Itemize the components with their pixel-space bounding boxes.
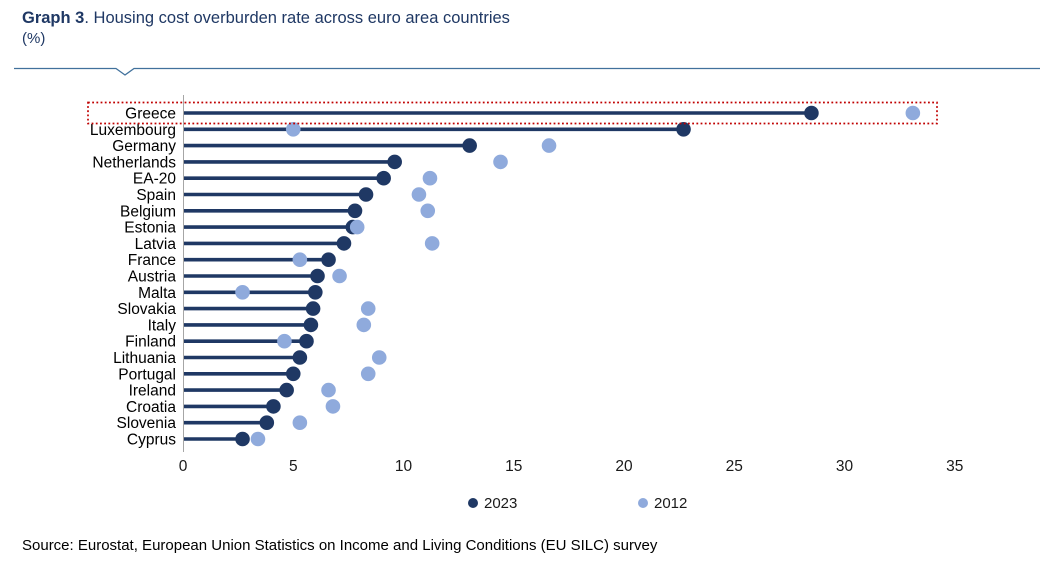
legend-item-2023: 2023 xyxy=(468,492,517,514)
x-tick-label: 20 xyxy=(615,458,633,475)
x-tick-label: 35 xyxy=(946,458,963,475)
chart-title: Graph 3. Housing cost overburden rate ac… xyxy=(22,8,510,29)
dot-2012-portugal xyxy=(360,366,376,382)
dot-2012-croatia xyxy=(325,399,341,414)
dot-2023-slovenia xyxy=(259,415,275,431)
country-label-latvia: Latvia xyxy=(135,236,177,253)
country-label-slovakia: Slovakia xyxy=(117,301,176,318)
dot-2023-netherlands xyxy=(387,154,402,170)
country-label-spain: Spain xyxy=(136,187,176,204)
dot-2012-belgium xyxy=(420,203,436,219)
x-tick-label: 25 xyxy=(726,458,743,475)
dot-2023-cyprus xyxy=(235,431,250,447)
country-label-greece: Greece xyxy=(125,106,176,123)
country-label-malta: Malta xyxy=(138,285,176,302)
country-label-ireland: Ireland xyxy=(129,383,176,400)
dot-2012-slovakia xyxy=(360,301,376,316)
legend-dot-2012-icon xyxy=(638,498,648,508)
source-note: Source: Eurostat, European Union Statist… xyxy=(22,537,658,554)
dot-2012-estonia xyxy=(349,219,365,235)
legend-label-2023: 2023 xyxy=(484,494,518,512)
dot-2023-luxembourg xyxy=(676,122,691,137)
dot-2023-ea-20 xyxy=(376,170,391,186)
dot-2023-finland xyxy=(299,333,314,349)
dot-2012-france xyxy=(292,252,308,267)
x-tick-label: 5 xyxy=(289,458,298,475)
dot-2012-malta xyxy=(235,285,250,300)
x-tick-label: 30 xyxy=(836,458,854,475)
dot-2023-italy xyxy=(303,317,319,333)
dot-2012-finland xyxy=(277,333,292,349)
chart-title-prefix: Graph 3 xyxy=(22,9,85,27)
dot-2023-ireland xyxy=(279,382,294,398)
country-label-finland: Finland xyxy=(125,334,176,351)
country-label-croatia: Croatia xyxy=(126,399,176,416)
dot-2012-netherlands xyxy=(493,154,508,170)
x-tick-label: 10 xyxy=(395,458,413,475)
dot-2023-slovakia xyxy=(305,301,321,316)
dot-2023-latvia xyxy=(336,236,352,251)
header-rule-line xyxy=(14,67,1040,76)
country-label-france: France xyxy=(128,252,176,269)
header-rule xyxy=(14,67,1040,76)
dot-2012-austria xyxy=(332,268,347,284)
highlight-box xyxy=(87,101,938,125)
dot-2012-spain xyxy=(411,187,427,202)
country-label-luxembourg: Luxembourg xyxy=(90,122,176,139)
country-label-netherlands: Netherlands xyxy=(92,154,176,171)
dot-2023-germany xyxy=(462,138,477,153)
chart-legend: 2023 2012 xyxy=(0,492,1062,514)
country-label-belgium: Belgium xyxy=(120,203,176,220)
dot-2023-greece xyxy=(804,105,819,121)
lollipop-chart: 0 5 10 15 20 25 30 35 GreeceLuxembourgGermanyNet… xyxy=(87,95,963,475)
legend-dot-2023-icon xyxy=(468,498,478,508)
dot-2012-cyprus xyxy=(250,431,266,447)
dot-2023-france xyxy=(321,252,336,267)
country-label-italy: Italy xyxy=(148,317,177,334)
dot-2012-germany xyxy=(541,138,557,153)
dot-2023-portugal xyxy=(285,366,301,382)
dot-2023-spain xyxy=(358,187,374,202)
dot-2012-slovenia xyxy=(292,415,308,431)
country-label-estonia: Estonia xyxy=(124,220,176,237)
country-label-ea-20: EA-20 xyxy=(133,171,176,188)
dot-2023-croatia xyxy=(266,399,281,414)
dot-2023-austria xyxy=(310,268,325,284)
legend-item-2012: 2012 xyxy=(638,492,687,514)
x-tick-label: 15 xyxy=(505,458,522,475)
dot-2012-ea-20 xyxy=(422,170,438,186)
dot-2023-malta xyxy=(308,285,323,300)
dot-2012-lithuania xyxy=(371,350,387,365)
country-label-germany: Germany xyxy=(112,138,176,155)
country-label-austria: Austria xyxy=(128,269,177,286)
dot-2012-luxembourg xyxy=(285,122,301,137)
country-label-cyprus: Cyprus xyxy=(127,432,176,449)
dot-2012-italy xyxy=(356,317,372,333)
country-label-slovenia: Slovenia xyxy=(117,415,177,432)
chart-unit-label: (%) xyxy=(22,30,46,47)
country-label-portugal: Portugal xyxy=(118,366,176,383)
legend-label-2012: 2012 xyxy=(654,494,688,512)
dot-2023-belgium xyxy=(347,203,363,219)
chart-title-rest: . Housing cost overburden rate across eu… xyxy=(84,9,510,27)
country-label-lithuania: Lithuania xyxy=(113,350,176,367)
x-tick-label: 0 xyxy=(179,458,188,475)
dot-2012-latvia xyxy=(424,236,440,251)
chart-title-block: Graph 3. Housing cost overburden rate ac… xyxy=(22,8,510,49)
dot-2023-lithuania xyxy=(292,350,308,365)
dot-2012-ireland xyxy=(321,382,336,398)
dot-2012-greece xyxy=(905,105,921,121)
